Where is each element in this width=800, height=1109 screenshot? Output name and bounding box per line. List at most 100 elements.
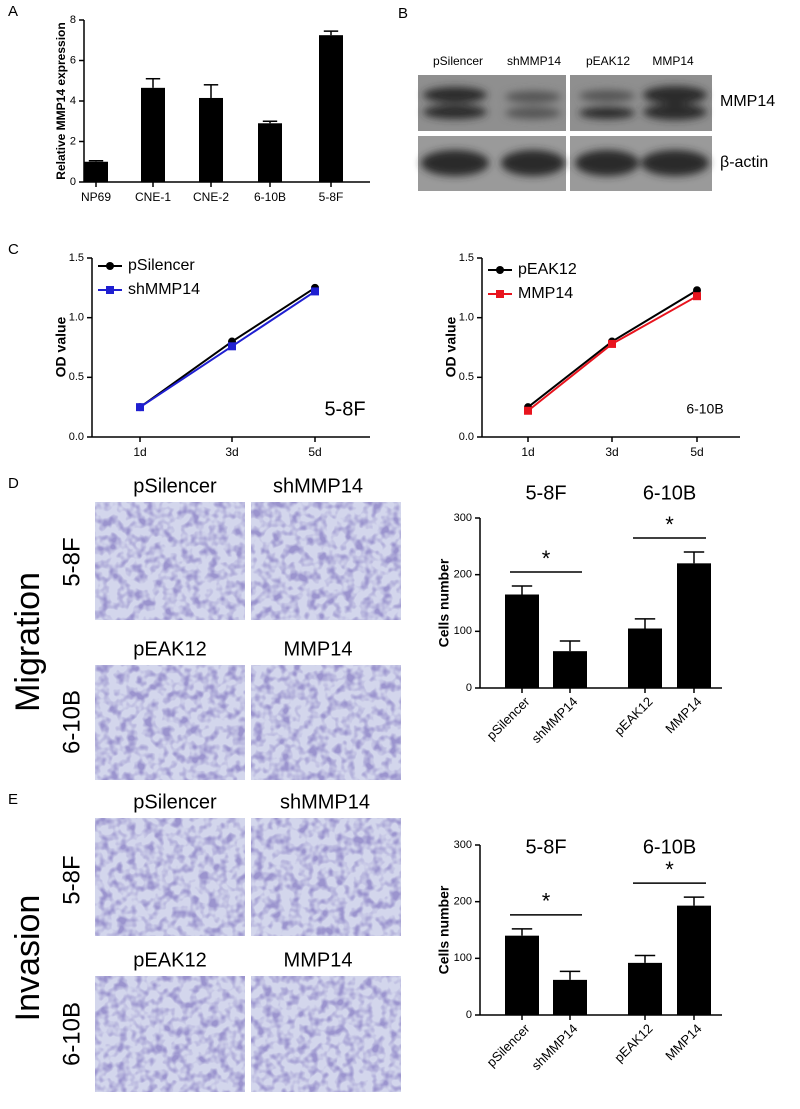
x-tick-label: pEAK12: [611, 694, 655, 738]
group-label: 6-10B: [643, 836, 696, 858]
significance-mark: *: [665, 512, 674, 537]
annotation: 6-10B: [686, 401, 723, 417]
bar: [677, 905, 711, 1015]
y-tick-label: 1.0: [69, 312, 84, 324]
y-tick-label: 2: [70, 135, 76, 147]
x-tick-label: CNE-1: [135, 190, 171, 204]
image-label: MMP14: [284, 638, 353, 660]
x-tick-label: 1d: [521, 445, 534, 459]
line: [139, 290, 316, 409]
row-label: 6-10B: [58, 690, 85, 754]
x-tick-label: 5d: [690, 445, 703, 459]
legend-marker: [496, 266, 504, 274]
y-tick-label: 300: [454, 839, 472, 851]
line: [527, 295, 698, 412]
row-label: 5-8F: [58, 855, 85, 904]
blot-row-label: β-actin: [720, 154, 768, 171]
y-tick-label: 100: [454, 952, 472, 964]
y-axis-label: OD value: [53, 316, 69, 377]
panel-label: E: [8, 791, 18, 808]
y-tick-label: 0.5: [69, 371, 84, 383]
y-axis-label: OD value: [443, 316, 459, 377]
y-tick-label: 0: [70, 176, 76, 188]
y-tick-label: 0: [466, 1009, 472, 1021]
bar: [553, 979, 587, 1015]
blot-row-label: MMP14: [720, 93, 775, 110]
bar: [505, 935, 539, 1015]
legend-label: shMMP14: [128, 281, 200, 298]
y-tick-label: 1.5: [459, 252, 474, 264]
image-label: pEAK12: [133, 949, 206, 971]
y-tick-label: 200: [454, 896, 472, 908]
bar: [84, 161, 108, 182]
panel-label: C: [8, 241, 19, 258]
y-tick-label: 1.5: [69, 252, 84, 264]
bar: [141, 87, 165, 182]
y-tick-label: 0.5: [459, 371, 474, 383]
y-tick-label: 8: [70, 14, 76, 26]
x-tick-label: 6-10B: [254, 190, 286, 204]
y-tick-label: 0.0: [69, 431, 84, 443]
blot: [418, 75, 712, 191]
x-tick-label: NP69: [81, 190, 111, 204]
bar: [677, 563, 711, 688]
bar: [553, 651, 587, 688]
y-tick-label: 1.0: [459, 312, 474, 324]
panel-label: D: [8, 475, 19, 492]
bar: [258, 123, 282, 182]
section-title: Migration: [9, 572, 47, 712]
y-tick-label: 4: [70, 95, 76, 107]
x-tick-label: 1d: [133, 445, 146, 459]
y-tick-label: 100: [454, 625, 472, 637]
group-label: 5-8F: [525, 482, 566, 504]
image-label: shMMP14: [273, 475, 363, 497]
image-label: shMMP14: [280, 791, 370, 813]
y-tick-label: 300: [454, 512, 472, 524]
micrographs: [95, 502, 401, 780]
image-label: pSilencer: [133, 475, 217, 497]
y-tick-label: 6: [70, 54, 76, 66]
panel-label: A: [8, 3, 18, 20]
lane-label: pEAK12: [586, 54, 630, 68]
marker: [524, 406, 532, 415]
image-label: MMP14: [284, 949, 353, 971]
section-title: Invasion: [9, 895, 47, 1022]
micrographs: [95, 818, 401, 1092]
x-tick-label: 5d: [308, 445, 321, 459]
row-label: 5-8F: [58, 537, 85, 586]
lane-label: pSilencer: [433, 54, 483, 68]
legend-marker: [106, 262, 114, 270]
group-label: 5-8F: [525, 836, 566, 858]
x-tick-label: MMP14: [662, 1021, 704, 1063]
x-tick-label: pSilencer: [484, 693, 533, 742]
y-axis-label: Cells number: [436, 885, 452, 974]
significance-mark: *: [542, 889, 551, 914]
x-tick-label: pSilencer: [484, 1020, 533, 1069]
legend-label: pEAK12: [518, 261, 577, 278]
x-tick-label: shMMP14: [529, 694, 581, 746]
x-tick-label: 3d: [225, 445, 238, 459]
x-tick-label: CNE-2: [193, 190, 229, 204]
marker: [693, 292, 701, 301]
x-tick-label: MMP14: [662, 694, 704, 736]
x-tick-label: pEAK12: [611, 1021, 655, 1065]
marker: [608, 339, 616, 348]
bar: [199, 97, 223, 182]
group-label: 6-10B: [643, 482, 696, 504]
annotation: 5-8F: [324, 398, 365, 420]
bar: [319, 35, 343, 182]
legend-label: pSilencer: [128, 257, 195, 274]
marker: [228, 342, 236, 351]
bar: [628, 962, 662, 1015]
lane-label: shMMP14: [507, 54, 561, 68]
bar: [628, 628, 662, 688]
x-tick-label: 5-8F: [319, 190, 344, 204]
legend-marker: [106, 286, 114, 294]
panel-label: B: [398, 5, 408, 22]
y-axis-label: Cells number: [436, 558, 452, 647]
image-label: pSilencer: [133, 791, 217, 813]
x-tick-label: shMMP14: [529, 1021, 581, 1073]
row-label: 6-10B: [58, 1002, 85, 1066]
